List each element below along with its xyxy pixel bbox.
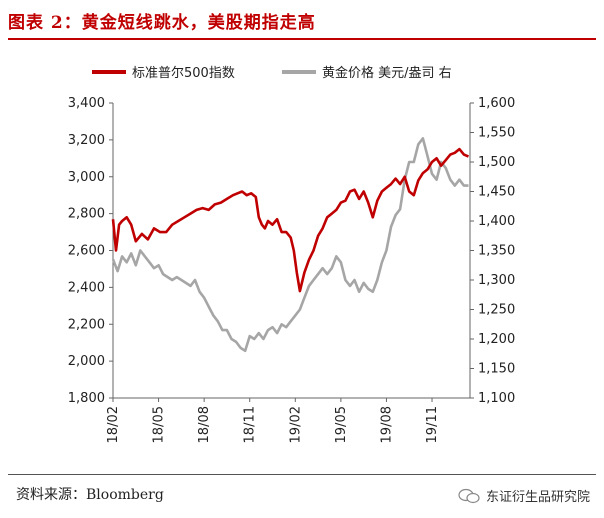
left-tick-label: 2,400 [68,280,105,295]
left-tick-label: 3,400 [68,96,105,111]
legend-item-sp500: 标准普尔500指数 [92,62,235,81]
legend-label-sp500: 标准普尔500指数 [132,66,235,81]
right-tick-label: 1,350 [478,244,515,259]
x-tick-label: 18/08 [197,406,212,443]
right-tick-label: 1,150 [478,362,515,377]
line-chart: 1,800 2,000 2,200 2,400 2,600 2,800 3,000 3,200… [68,96,515,443]
left-tick-label: 1,800 [68,391,105,406]
left-tick-label: 3,000 [68,170,105,185]
source-note: 资料来源：Bloomberg [16,487,164,503]
right-tick-label: 1,500 [478,155,515,170]
x-tick-label: 18/02 [106,406,121,443]
x-tick-label: 18/05 [152,406,167,443]
x-tick-label: 18/11 [243,406,258,443]
footer-rule [8,474,596,475]
x-tick-label: 19/11 [425,406,440,443]
x-tick-label: 19/02 [288,406,303,443]
legend-swatch-sp500 [92,69,126,74]
right-tick-label: 1,200 [478,332,515,347]
legend-item-gold: 黄金价格 美元/盎司 右 [282,62,452,81]
left-tick-label: 3,200 [68,133,105,148]
brand-name: 东证衍生品研究院 [485,490,590,505]
left-tick-label: 2,000 [68,354,105,369]
gold-price-line [111,137,469,353]
right-tick-label: 1,400 [478,214,515,229]
legend-label-gold: 黄金价格 美元/盎司 右 [322,66,452,81]
left-tick-label: 2,800 [68,207,105,222]
right-tick-label: 1,600 [478,96,515,111]
right-tick-label: 1,100 [478,391,515,406]
left-tick-label: 2,200 [68,317,105,332]
wechat-icon [458,488,480,503]
right-tick-label: 1,250 [478,303,515,318]
x-tick-label: 19/05 [334,406,349,443]
legend-swatch-gold [282,69,316,74]
legend: 标准普尔500指数 黄金价格 美元/盎司 右 [0,62,604,84]
right-tick-label: 1,450 [478,185,515,200]
title-rule [8,38,596,40]
brand-watermark: 东证衍生品研究院 [458,486,590,505]
sp500-line [111,147,469,293]
left-tick-label: 2,600 [68,244,105,259]
right-tick-label: 1,550 [478,126,515,141]
chart-title: 图表 2：黄金短线跳水，美股期指走高 [8,13,316,33]
x-tick-label: 19/08 [379,406,394,443]
right-tick-label: 1,300 [478,273,515,288]
